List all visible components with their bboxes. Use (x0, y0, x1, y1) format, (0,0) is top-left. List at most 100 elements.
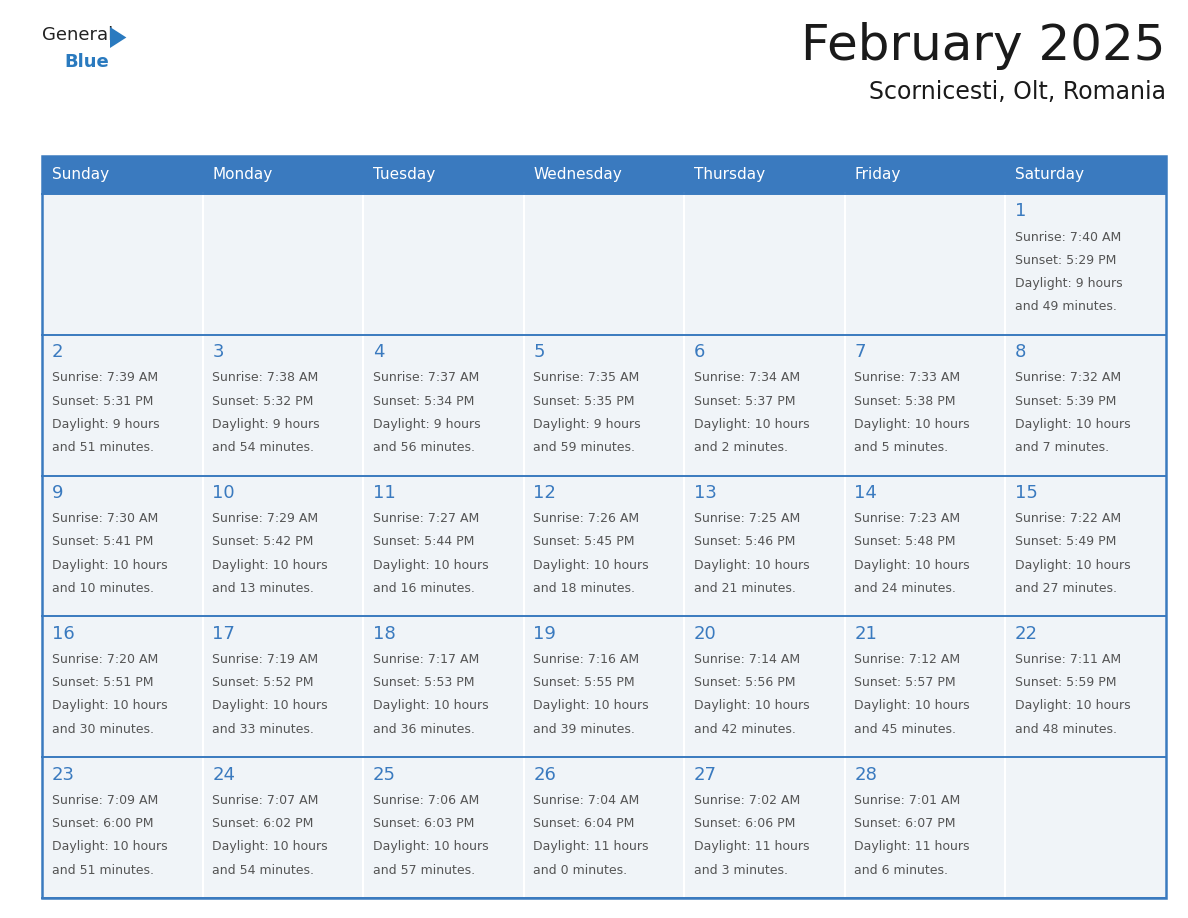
Text: Daylight: 10 hours: Daylight: 10 hours (694, 559, 809, 572)
Text: Daylight: 10 hours: Daylight: 10 hours (213, 840, 328, 853)
Text: Sunset: 5:59 PM: Sunset: 5:59 PM (1015, 677, 1117, 689)
Text: Sunrise: 7:04 AM: Sunrise: 7:04 AM (533, 794, 639, 807)
Text: Daylight: 10 hours: Daylight: 10 hours (1015, 700, 1131, 712)
Text: Sunrise: 7:30 AM: Sunrise: 7:30 AM (51, 512, 158, 525)
Text: Daylight: 10 hours: Daylight: 10 hours (213, 559, 328, 572)
Text: and 27 minutes.: and 27 minutes. (1015, 582, 1117, 595)
Bar (364, 335, 524, 476)
Bar (1005, 156, 1165, 194)
Text: Sunrise: 7:29 AM: Sunrise: 7:29 AM (213, 512, 318, 525)
Bar (203, 476, 364, 616)
Bar (845, 335, 1005, 476)
Bar (364, 194, 524, 335)
Text: and 18 minutes.: and 18 minutes. (533, 582, 636, 595)
Text: Sunset: 6:03 PM: Sunset: 6:03 PM (373, 817, 474, 830)
Text: and 6 minutes.: and 6 minutes. (854, 864, 948, 877)
Text: and 56 minutes.: and 56 minutes. (373, 442, 475, 454)
Text: Sunrise: 7:20 AM: Sunrise: 7:20 AM (51, 653, 158, 666)
Text: General: General (42, 26, 113, 44)
Text: Sunrise: 7:22 AM: Sunrise: 7:22 AM (1015, 512, 1121, 525)
Text: Sunrise: 7:11 AM: Sunrise: 7:11 AM (1015, 653, 1121, 666)
Text: Sunset: 5:38 PM: Sunset: 5:38 PM (854, 395, 956, 408)
Bar (1005, 616, 1165, 757)
Text: Daylight: 10 hours: Daylight: 10 hours (213, 700, 328, 712)
Text: 21: 21 (854, 625, 878, 643)
Bar (524, 476, 684, 616)
Bar (42, 156, 203, 194)
Text: Daylight: 10 hours: Daylight: 10 hours (51, 559, 168, 572)
Text: 10: 10 (213, 484, 235, 502)
Text: 1: 1 (1015, 203, 1026, 220)
Text: 5: 5 (533, 343, 545, 362)
Bar (42, 156, 1165, 898)
Text: Daylight: 9 hours: Daylight: 9 hours (373, 418, 480, 431)
Text: Sunrise: 7:27 AM: Sunrise: 7:27 AM (373, 512, 479, 525)
Text: Daylight: 10 hours: Daylight: 10 hours (854, 700, 971, 712)
Text: and 49 minutes.: and 49 minutes. (1015, 300, 1117, 313)
Text: and 45 minutes.: and 45 minutes. (854, 722, 956, 735)
Text: 11: 11 (373, 484, 396, 502)
Text: Sunrise: 7:25 AM: Sunrise: 7:25 AM (694, 512, 801, 525)
Text: Sunrise: 7:26 AM: Sunrise: 7:26 AM (533, 512, 639, 525)
Text: and 5 minutes.: and 5 minutes. (854, 442, 948, 454)
Text: Daylight: 10 hours: Daylight: 10 hours (373, 840, 488, 853)
Text: 6: 6 (694, 343, 706, 362)
Text: Daylight: 11 hours: Daylight: 11 hours (533, 840, 649, 853)
Bar (684, 335, 845, 476)
Text: Sunrise: 7:01 AM: Sunrise: 7:01 AM (854, 794, 961, 807)
Text: Daylight: 9 hours: Daylight: 9 hours (533, 418, 642, 431)
Text: 16: 16 (51, 625, 75, 643)
Text: and 2 minutes.: and 2 minutes. (694, 442, 788, 454)
Bar (524, 757, 684, 898)
Bar (364, 476, 524, 616)
Text: and 24 minutes.: and 24 minutes. (854, 582, 956, 595)
Bar (845, 616, 1005, 757)
Bar (1005, 194, 1165, 335)
Text: and 59 minutes.: and 59 minutes. (533, 442, 636, 454)
Bar (1005, 476, 1165, 616)
Text: Scornicesti, Olt, Romania: Scornicesti, Olt, Romania (868, 80, 1165, 104)
Bar (845, 476, 1005, 616)
Text: Sunset: 5:45 PM: Sunset: 5:45 PM (533, 535, 634, 548)
Text: 12: 12 (533, 484, 556, 502)
Text: Daylight: 10 hours: Daylight: 10 hours (51, 700, 168, 712)
Text: and 54 minutes.: and 54 minutes. (213, 864, 314, 877)
Bar (524, 156, 684, 194)
Text: Sunrise: 7:09 AM: Sunrise: 7:09 AM (51, 794, 158, 807)
Polygon shape (110, 27, 126, 48)
Text: Blue: Blue (64, 53, 109, 71)
Text: Daylight: 10 hours: Daylight: 10 hours (51, 840, 168, 853)
Text: 2: 2 (51, 343, 63, 362)
Text: 22: 22 (1015, 625, 1038, 643)
Bar (845, 757, 1005, 898)
Text: 23: 23 (51, 766, 75, 784)
Text: Wednesday: Wednesday (533, 167, 623, 183)
Text: and 51 minutes.: and 51 minutes. (51, 864, 153, 877)
Bar (364, 757, 524, 898)
Bar (42, 616, 203, 757)
Text: and 57 minutes.: and 57 minutes. (373, 864, 475, 877)
Text: February 2025: February 2025 (802, 22, 1165, 70)
Text: Sunset: 5:48 PM: Sunset: 5:48 PM (854, 535, 956, 548)
Bar (364, 616, 524, 757)
Bar (364, 156, 524, 194)
Text: and 21 minutes.: and 21 minutes. (694, 582, 796, 595)
Text: 3: 3 (213, 343, 223, 362)
Text: Sunrise: 7:40 AM: Sunrise: 7:40 AM (1015, 230, 1121, 243)
Text: Sunrise: 7:32 AM: Sunrise: 7:32 AM (1015, 372, 1121, 385)
Text: and 10 minutes.: and 10 minutes. (51, 582, 153, 595)
Bar (684, 757, 845, 898)
Bar (1005, 757, 1165, 898)
Text: Sunset: 5:29 PM: Sunset: 5:29 PM (1015, 254, 1117, 267)
Bar (845, 156, 1005, 194)
Text: Sunrise: 7:37 AM: Sunrise: 7:37 AM (373, 372, 479, 385)
Text: Thursday: Thursday (694, 167, 765, 183)
Text: Daylight: 9 hours: Daylight: 9 hours (51, 418, 159, 431)
Text: 24: 24 (213, 766, 235, 784)
Text: Sunrise: 7:06 AM: Sunrise: 7:06 AM (373, 794, 479, 807)
Text: 8: 8 (1015, 343, 1026, 362)
Text: Sunrise: 7:38 AM: Sunrise: 7:38 AM (213, 372, 318, 385)
Text: and 13 minutes.: and 13 minutes. (213, 582, 314, 595)
Bar (524, 335, 684, 476)
Text: 19: 19 (533, 625, 556, 643)
